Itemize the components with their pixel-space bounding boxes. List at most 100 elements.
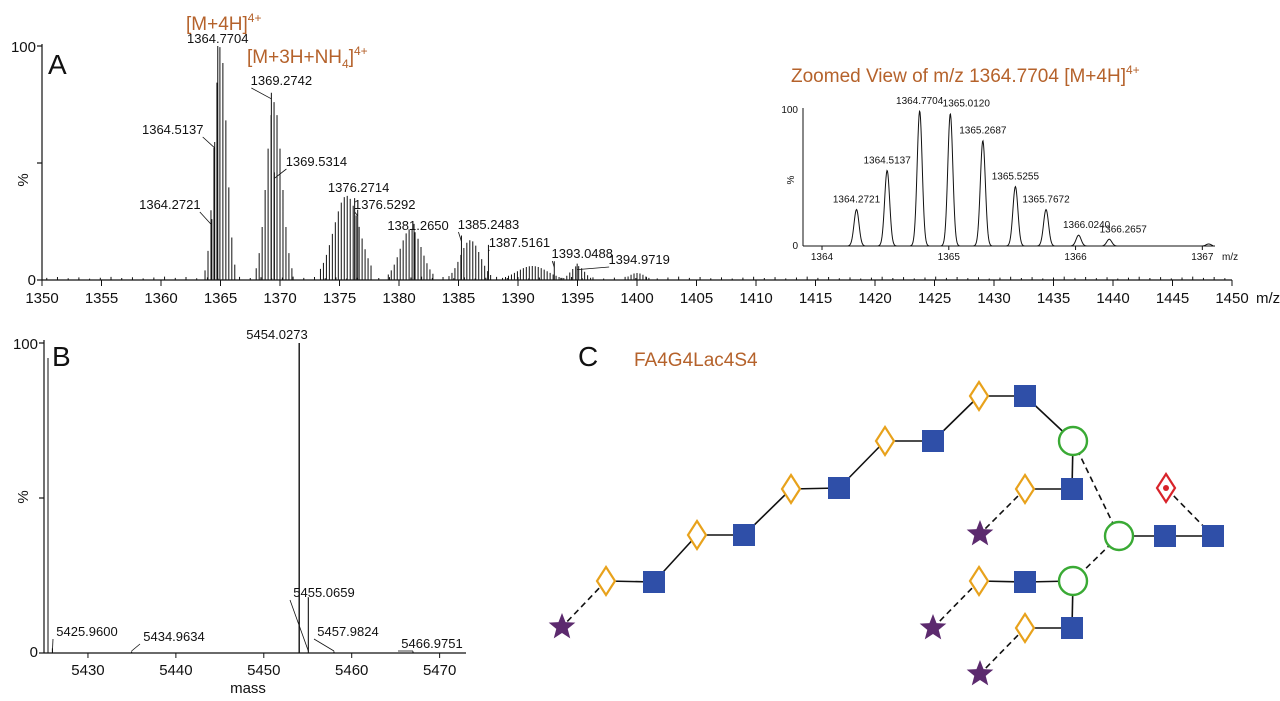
inset-annotations: 1364.2721 1364.5137 1364.7704 1365.0120 1365… [833, 96, 1147, 235]
glycan-residues [548, 379, 1224, 686]
inset-peak-label: 1364.7704 [896, 96, 944, 107]
panel-b-leader-line [313, 638, 335, 652]
panel-a-x-tick-label: 1385 [442, 290, 475, 307]
panel-a-x-tick-label: 1355 [85, 290, 118, 307]
panel-a-annotations: 1364.7704 1369.2742 1364.5137 1369.5314 1364… [139, 31, 670, 271]
panel-b-peak-label: 5425.9600 [56, 624, 117, 639]
glcnac-square [1061, 617, 1083, 639]
adduct-ion-text: [M+3H+NH [247, 47, 342, 68]
panel-b-peak-label: 5434.9634 [143, 629, 204, 644]
glycan-linkage-dashed [561, 580, 607, 628]
panel-b-x-ticks: 5430 5440 5450 5460 5470 [71, 653, 456, 679]
hexose-circle [1103, 520, 1135, 552]
inset-title: Zoomed View of m/z 1364.7704 [M+4H]4+ [791, 63, 1140, 87]
panel-a-leader-line [202, 136, 215, 149]
panel-a-leader-line [551, 260, 555, 268]
glcnac-square [643, 571, 665, 593]
headline-ion-text: [M+4H] [186, 14, 248, 35]
inset-x-ticks: 1364 1365 1366 1367 [811, 246, 1214, 263]
panel-b-leader-line [131, 643, 141, 652]
panel-b-annotations: 5425.9600 5434.9634 5454.0273 5455.0659 5457… [52, 327, 463, 652]
headline-ion-label: [M+4H]4+ [186, 11, 261, 35]
inset-x-tick-label: 1364 [811, 252, 834, 263]
inset-x-unit: m/z [1222, 252, 1238, 263]
inset-peak-label: 1365.0120 [943, 99, 991, 110]
inset-spectrum [806, 109, 1214, 247]
panel-a-x-tick-label: 1450 [1215, 290, 1248, 307]
panel-a-peak-sticks [46, 46, 1226, 280]
panel-a-y-zero-tick: 0 [28, 272, 36, 289]
panel-a-leader-line [354, 211, 359, 217]
inset-peak-label: 1365.2687 [959, 126, 1007, 137]
panel-a-letter: A [48, 49, 67, 80]
inset-x-tick-label: 1366 [1064, 252, 1087, 263]
panel-b-x-tick-label: 5430 [71, 662, 104, 679]
panel-b-x-tick-label: 5460 [335, 662, 368, 679]
panel-b-spectrum [47, 343, 414, 653]
panel-b-x-tick-label: 5440 [159, 662, 192, 679]
fucose-dot [1163, 485, 1169, 491]
panel-a-peak-label: 1385.2483 [458, 217, 519, 232]
panel-a-peak-label: 1369.5314 [286, 154, 347, 169]
inset-peak-label: 1365.7672 [1022, 195, 1070, 206]
galactose-diamond [874, 424, 896, 458]
panel-a-leader-line [577, 266, 610, 271]
glycan-linkage-dashed [979, 488, 1026, 535]
panel-a-x-tick-label: 1440 [1096, 290, 1129, 307]
panel-b-x-tick-label: 5470 [423, 662, 456, 679]
glycan-name: FA4G4Lac4S4 [634, 350, 758, 371]
panel-a-x-tick-label: 1390 [501, 290, 534, 307]
panel-a-x-tick-label: 1400 [620, 290, 653, 307]
glycan-linkage-dashed [1072, 440, 1120, 537]
inset-x-tick-label: 1367 [1191, 252, 1214, 263]
panel-a-peak-label: 1387.5161 [489, 235, 550, 250]
panel-b-peak-label: 5454.0273 [246, 327, 307, 342]
panel-b-y-label: % [15, 490, 32, 503]
panel-a-x-tick-label: 1365 [204, 290, 237, 307]
inset-peak-label: 1364.2721 [833, 195, 881, 206]
inset-title-text: Zoomed View of m/z 1364.7704 [M+4H] [791, 66, 1126, 87]
panel-c-letter: C [578, 341, 598, 372]
inset-peak-label: 1365.5255 [992, 172, 1040, 183]
hexose-circle [1057, 565, 1089, 597]
panel-a-peak-label: 1376.2714 [328, 180, 389, 195]
inset-y-label: % [786, 175, 797, 184]
glcnac-square [1202, 525, 1224, 547]
hexose-circle [1057, 425, 1089, 457]
adduct-ion-label: [M+3H+NH4]4+ [247, 44, 368, 71]
inset-peak-label: 1366.2657 [1100, 224, 1148, 235]
inset-y-top-tick: 100 [781, 105, 798, 116]
panel-b-x-tick-label: 5450 [247, 662, 280, 679]
galactose-diamond [595, 564, 617, 598]
headline-ion-charge: 4+ [248, 11, 262, 25]
inset-x-tick-label: 1365 [938, 252, 961, 263]
panel-a-x-tick-label: 1435 [1037, 290, 1070, 307]
panel-a-leader-line [199, 211, 213, 226]
inset-y-zero-tick: 0 [792, 241, 798, 252]
panel-a-y-top-tick: 100 [11, 39, 36, 56]
glcnac-square [922, 430, 944, 452]
panel-a-peak-label: 1369.2742 [251, 73, 312, 88]
galactose-diamond [968, 379, 990, 413]
glcnac-square [733, 524, 755, 546]
panel-a-x-unit: m/z [1256, 290, 1280, 307]
galactose-diamond [1014, 472, 1036, 506]
panel-a-peak-label: 1364.7704 [187, 31, 248, 46]
panel-a-leader-line [251, 87, 272, 100]
panel-a-x-tick-label: 1395 [561, 290, 594, 307]
panel-b-peak-label: 5466.9751 [401, 636, 462, 651]
glcnac-square [1154, 525, 1176, 547]
panel-a-x-tick-label: 1350 [25, 290, 58, 307]
panel-b-letter: B [52, 341, 71, 372]
glcnac-square [1014, 571, 1036, 593]
panel-a-x-tick-label: 1375 [323, 290, 356, 307]
sulfate-star [966, 660, 994, 686]
panel-a-x-tick-label: 1425 [918, 290, 951, 307]
panel-b-y-top-tick: 100 [13, 336, 38, 353]
adduct-ion-subscript: 4 [342, 57, 349, 71]
panel-a-leader-line [488, 249, 490, 252]
glcnac-square [828, 477, 850, 499]
panel-a-peak-label: 1393.0488 [552, 246, 613, 261]
galactose-diamond [968, 564, 990, 598]
